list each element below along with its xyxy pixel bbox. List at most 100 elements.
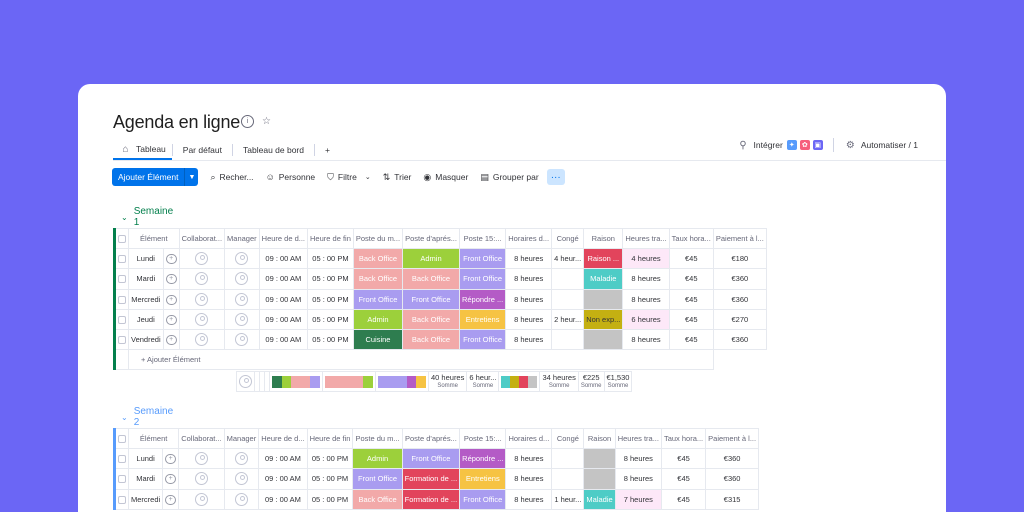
end-time[interactable]: 05 : 00 PM	[307, 268, 354, 290]
add-item-row[interactable]: + Ajouter Élément	[114, 349, 767, 371]
info-icon[interactable]: i	[241, 115, 254, 128]
table-row[interactable]: Jeudi +09 : 00 AM 05 : 00 PM Admin Back Offi…	[114, 308, 767, 330]
status-label[interactable]: Back Office	[352, 488, 403, 510]
status-label[interactable]: Back Office	[352, 248, 404, 270]
add-item-link[interactable]: + Ajouter Élément	[128, 349, 714, 371]
taux-cell[interactable]: €45	[668, 308, 714, 330]
column-header[interactable]: Heure de d...	[258, 427, 308, 450]
item-name[interactable]: Mercredi	[128, 288, 164, 310]
column-header[interactable]: Poste 15:...	[459, 427, 507, 450]
item-name[interactable]: Mardi	[127, 468, 164, 490]
column-header[interactable]: Poste d'aprés...	[402, 227, 460, 250]
board-title[interactable]: Agenda en ligne	[113, 112, 241, 132]
sort-button[interactable]: ⇅ Trier	[383, 172, 412, 183]
heures-cell[interactable]: 4 heures	[622, 248, 670, 270]
filter-button[interactable]: ⛉ Filtre ⌄	[327, 172, 371, 183]
tab-par-defaut[interactable]: Par défaut	[173, 140, 232, 160]
status-label[interactable]: Back Office	[352, 268, 404, 290]
raison-label[interactable]	[583, 328, 624, 351]
taux-cell[interactable]: €45	[660, 468, 707, 490]
status-label[interactable]: Admin	[352, 448, 403, 470]
end-time[interactable]: 05 : 00 PM	[306, 468, 354, 490]
group-by-button[interactable]: ▤ Grouper par	[480, 172, 538, 183]
status-label[interactable]: Front Office	[352, 468, 403, 490]
column-header[interactable]: Manager	[223, 427, 260, 450]
end-time[interactable]: 05 : 00 PM	[307, 328, 354, 351]
status-label[interactable]: Front Office	[402, 288, 460, 310]
start-time[interactable]: 09 : 00 AM	[258, 328, 309, 351]
row-checkbox[interactable]	[118, 255, 126, 264]
column-header[interactable]: Congé	[551, 427, 585, 450]
add-update-icon[interactable]: +	[165, 454, 177, 465]
paiement-cell[interactable]: €360	[712, 268, 767, 290]
add-view-button[interactable]: +	[315, 140, 340, 160]
column-header[interactable]: Taux hora...	[668, 227, 714, 250]
row-checkbox[interactable]	[118, 315, 126, 324]
conge-cell[interactable]	[551, 328, 585, 351]
collaborator-avatar-icon[interactable]	[194, 452, 208, 466]
taux-cell[interactable]: €45	[668, 288, 714, 310]
start-time[interactable]: 09 : 00 AM	[258, 288, 309, 310]
column-header[interactable]: Élément	[127, 427, 180, 450]
add-update-icon[interactable]: +	[165, 294, 177, 305]
horaires-cell[interactable]: 8 heures	[505, 308, 553, 330]
status-label[interactable]: Front Office	[458, 248, 507, 270]
manager-avatar-icon[interactable]	[235, 252, 249, 266]
item-name[interactable]: Jeudi	[128, 308, 164, 330]
collaborator-avatar-icon[interactable]	[195, 272, 209, 286]
row-checkbox[interactable]	[118, 495, 126, 504]
column-header[interactable]: Heure de fin	[307, 227, 354, 250]
manager-avatar-icon[interactable]	[234, 452, 248, 466]
collaborator-avatar-icon[interactable]	[194, 492, 208, 506]
conge-cell[interactable]: 2 heur...	[551, 308, 585, 330]
conge-cell[interactable]	[551, 468, 585, 490]
status-label[interactable]: Entretiens	[459, 468, 507, 490]
horaires-cell[interactable]: 8 heures	[505, 488, 553, 510]
status-label[interactable]: Front Office	[352, 288, 404, 310]
heures-cell[interactable]: 7 heures	[614, 488, 662, 510]
raison-label[interactable]: Non exp...	[583, 308, 624, 330]
raison-label[interactable]: Raison ...	[583, 248, 624, 270]
manager-avatar-icon[interactable]	[235, 272, 249, 286]
column-header[interactable]: Heures tra...	[622, 227, 670, 250]
raison-label[interactable]: Maladie	[583, 268, 624, 290]
table-row[interactable]: Mercredi +09 : 00 AM 05 : 00 PM Back Office…	[114, 488, 760, 510]
add-item-button[interactable]: Ajouter Élément ▼	[112, 168, 199, 186]
paiement-cell[interactable]: €360	[712, 288, 767, 310]
status-label[interactable]: Back Office	[402, 268, 460, 290]
column-header[interactable]: Poste d'aprés...	[401, 427, 461, 450]
status-label[interactable]: Admin	[352, 308, 404, 330]
status-label[interactable]: Formation de ...	[401, 488, 461, 510]
status-label[interactable]: Front Office	[459, 488, 507, 510]
search-button[interactable]: ⌕ Recher...	[210, 172, 253, 183]
start-time[interactable]: 09 : 00 AM	[258, 308, 309, 330]
tab-tableau[interactable]: ⌂ Tableau	[113, 140, 172, 160]
table-row[interactable]: Mercredi +09 : 00 AM 05 : 00 PM Front Offic…	[114, 288, 767, 310]
column-header[interactable]: Congé	[551, 227, 585, 250]
end-time[interactable]: 05 : 00 PM	[306, 488, 354, 510]
end-time[interactable]: 05 : 00 PM	[306, 448, 354, 470]
paiement-cell[interactable]: €270	[712, 308, 767, 330]
column-header[interactable]: Horaires d...	[505, 427, 553, 450]
paiement-cell[interactable]: €360	[705, 468, 760, 490]
status-label[interactable]: Back Office	[402, 328, 460, 351]
row-checkbox[interactable]	[118, 275, 126, 284]
column-header[interactable]: Raison	[583, 427, 616, 450]
status-label[interactable]: Back Office	[402, 308, 460, 330]
paiement-cell[interactable]: €315	[705, 488, 760, 510]
column-header[interactable]: Heure de fin	[306, 427, 354, 450]
heures-cell[interactable]: 8 heures	[614, 448, 662, 470]
table-row[interactable]: Vendredi +09 : 00 AM 05 : 00 PM Cuisine Back…	[114, 328, 767, 351]
status-label[interactable]: Front Office	[458, 328, 507, 351]
status-label[interactable]: Front Office	[401, 448, 461, 470]
raison-label[interactable]	[583, 288, 624, 310]
horaires-cell[interactable]: 8 heures	[505, 468, 553, 490]
item-name[interactable]: Lundi	[128, 248, 164, 270]
row-checkbox[interactable]	[118, 455, 126, 464]
status-label[interactable]: Entretiens	[458, 308, 507, 330]
taux-cell[interactable]: €45	[668, 268, 714, 290]
collaborator-avatar-icon[interactable]	[195, 252, 209, 266]
table-row[interactable]: Lundi +09 : 00 AM 05 : 00 PM Admin Front Off…	[114, 448, 760, 470]
end-time[interactable]: 05 : 00 PM	[307, 288, 354, 310]
status-label[interactable]: Front Office	[458, 268, 507, 290]
